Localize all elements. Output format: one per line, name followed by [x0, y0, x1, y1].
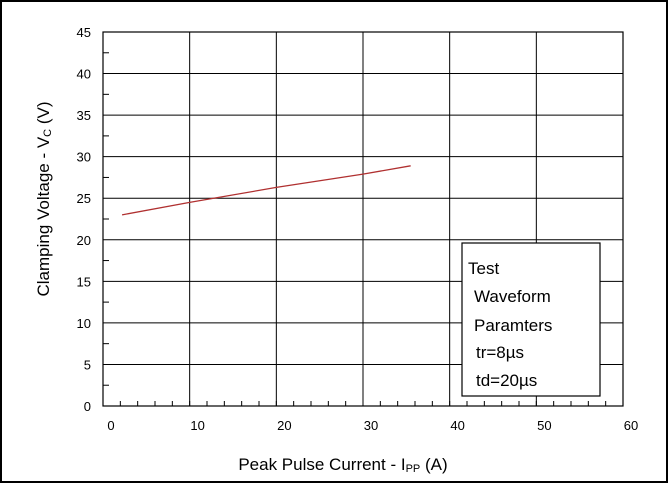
x-axis-title: Peak Pulse Current - IPP (A) [238, 455, 447, 475]
y-tick-label: 15 [77, 274, 91, 289]
x-tick-label: 30 [364, 418, 378, 433]
y-tick-label: 30 [77, 150, 91, 165]
series-group [121, 165, 411, 216]
x-tick-label: 60 [624, 418, 638, 433]
y-tick-label: 45 [77, 25, 91, 40]
annotation-line-4: tr=8µs [476, 343, 524, 362]
annotation-line-5: td=20µs [476, 371, 537, 390]
y-tick-label: 0 [84, 399, 91, 414]
y-tick-label: 5 [84, 357, 91, 372]
y-tick-label: 20 [77, 233, 91, 248]
annotation-box: Test Waveform Paramters tr=8µs td=20µs [461, 242, 601, 397]
x-tick-label: 50 [537, 418, 551, 433]
x-tick-labels: 0 10 20 30 40 50 60 [107, 418, 638, 433]
y-axis-title: Clamping Voltage - VC (V) [34, 101, 54, 296]
annotation-line-2: Waveform [474, 287, 551, 306]
chart: 0 10 20 30 40 50 60 0 5 10 15 20 25 30 35 40 45 Peak Pu… [34, 25, 638, 475]
y-tick-label: 40 [77, 67, 91, 82]
x-tick-label: 0 [107, 418, 114, 433]
y-tick-labels: 0 5 10 15 20 25 30 35 40 45 [77, 25, 91, 414]
annotation-line-3: Paramters [474, 316, 552, 335]
minor-ticks [103, 52, 607, 406]
x-tick-label: 20 [277, 418, 291, 433]
y-tick-label: 35 [77, 108, 91, 123]
annotation-border [461, 242, 601, 397]
x-tick-label: 40 [450, 418, 464, 433]
y-tick-label: 25 [77, 191, 91, 206]
y-tick-label: 10 [77, 316, 91, 331]
series-line [121, 165, 411, 216]
x-tick-label: 10 [190, 418, 204, 433]
annotation-line-1: Test [468, 259, 499, 278]
